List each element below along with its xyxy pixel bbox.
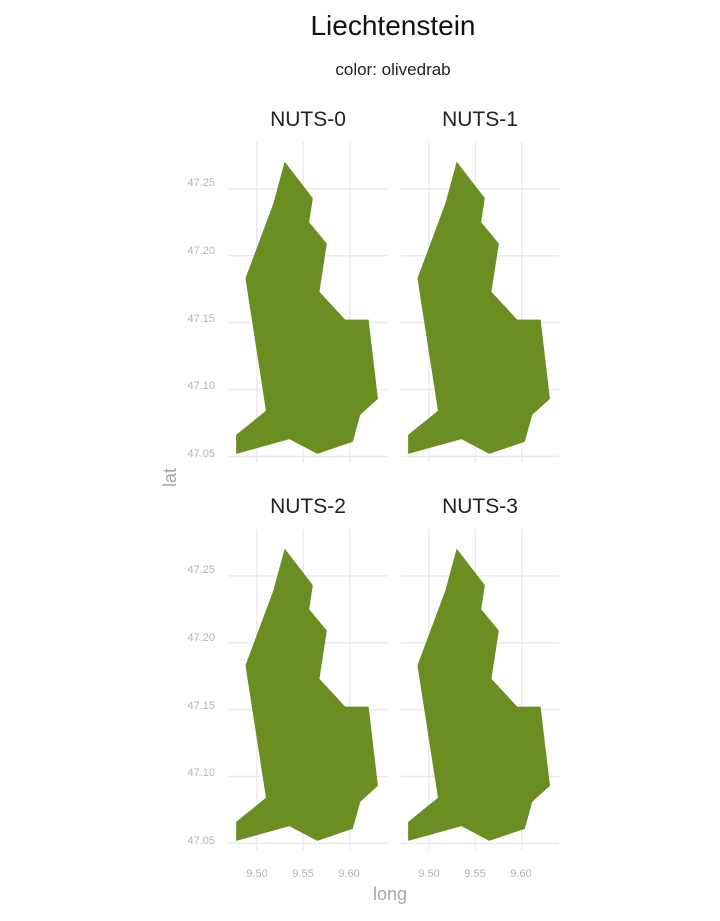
facet-label-nuts-1: NUTS-1 (442, 108, 518, 131)
x-tick-label: 9.50 (246, 868, 268, 880)
facet-label-nuts-3: NUTS-3 (442, 495, 518, 518)
facet-label-nuts-2: NUTS-2 (270, 495, 346, 518)
y-tick-label: 47.10 (187, 767, 215, 779)
x-tick-label: 9.55 (292, 868, 314, 880)
x-tick-label: 9.60 (510, 868, 532, 880)
chart-title: Liechtenstein (310, 10, 476, 41)
map-panel-nuts-3 (401, 529, 559, 850)
y-axis-title: lat (160, 467, 180, 487)
liechtenstein-region-shape (236, 548, 378, 841)
liechtenstein-region-shape (408, 548, 550, 841)
y-tick-label: 47.25 (187, 564, 215, 576)
map-panel-nuts-1 (401, 142, 559, 463)
liechtenstein-region-shape (408, 161, 550, 454)
liechtenstein-region-shape (236, 161, 378, 454)
facet-label-nuts-0: NUTS-0 (270, 108, 346, 131)
y-tick-label: 47.20 (187, 632, 215, 644)
y-tick-label: 47.05 (187, 835, 215, 847)
y-tick-label: 47.20 (187, 245, 215, 257)
y-tick-label: 47.15 (187, 700, 215, 712)
y-tick-label: 47.15 (187, 313, 215, 325)
map-panel-nuts-2 (229, 529, 387, 850)
y-tick-label: 47.10 (187, 380, 215, 392)
x-tick-label: 9.55 (464, 868, 486, 880)
x-axis-title: long (373, 884, 408, 904)
y-tick-label: 47.05 (187, 448, 215, 460)
chart-subtitle: color: olivedrab (335, 60, 451, 79)
y-tick-label: 47.25 (187, 177, 215, 189)
x-tick-label: 9.60 (338, 868, 360, 880)
map-panel-nuts-0 (229, 142, 387, 463)
x-tick-label: 9.50 (418, 868, 440, 880)
